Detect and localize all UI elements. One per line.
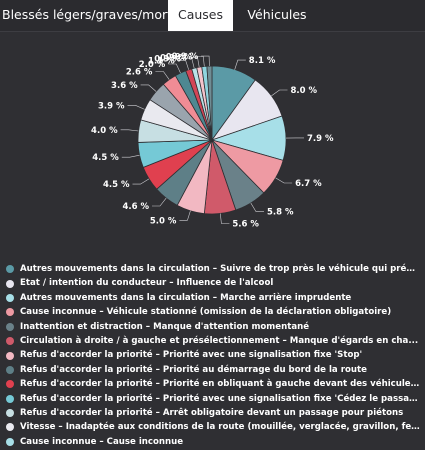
leader-line	[121, 154, 140, 158]
slice-label: 4.6 %	[122, 202, 149, 212]
slice-label: 0.9 %	[154, 55, 181, 65]
leader-line	[168, 63, 181, 74]
legend-dot-icon	[6, 293, 14, 302]
leader-line	[271, 89, 288, 97]
tab-injuries[interactable]: Blessés légers/graves/morts	[2, 7, 179, 22]
tab-vehicles[interactable]: Véhicules	[247, 7, 307, 22]
legend-dot-icon	[6, 423, 14, 432]
legend-label: Cause inconnue – Cause inconnue	[20, 436, 184, 447]
leader-line	[250, 202, 264, 212]
legend-item[interactable]: Circulation à droite / à gauche et présé…	[6, 334, 421, 348]
legend-label: Etat / intention du conducteur – Influen…	[20, 278, 274, 289]
legend-label: Refus d'accorder la priorité – Priorité …	[20, 364, 367, 375]
leader-line	[140, 84, 157, 92]
leader-line	[275, 177, 293, 184]
legend-item[interactable]: Refus d'accorder la priorité – Priorité …	[6, 348, 421, 362]
leader-line	[183, 58, 195, 69]
leader-line	[127, 105, 145, 110]
legend-item[interactable]: Vitesse – Inadaptée aux conditions de la…	[6, 420, 421, 434]
legend-item[interactable]: Cause inconnue – Véhicule stationné (omi…	[6, 305, 421, 319]
legend-dot-icon	[6, 409, 14, 418]
legend-dot-icon	[6, 308, 14, 317]
slice-label: 0.9 %	[166, 53, 193, 63]
leader-line	[234, 59, 246, 70]
leader-line	[179, 210, 191, 221]
legend-label: Inattention et distraction – Manque d'at…	[20, 321, 310, 332]
slice-label: 0.9 %	[160, 53, 187, 63]
legend-dot-icon	[6, 322, 14, 331]
legend-item[interactable]: Refus d'accorder la priorité – Priorité …	[6, 377, 421, 391]
leader-line	[120, 129, 139, 132]
legend-item[interactable]: Autres mouvements dans la circulation – …	[6, 262, 421, 276]
slice-label: 2.6 %	[126, 68, 153, 78]
tab-causes[interactable]: Causes	[168, 0, 233, 31]
legend-dot-icon	[6, 380, 14, 389]
legend-dot-icon	[6, 265, 14, 274]
legend-item[interactable]: Cause inconnue – Cause inconnue	[6, 435, 421, 449]
legend-item[interactable]: Autres mouvements dans la circulation – …	[6, 291, 421, 305]
slice-label: 5.0 %	[150, 216, 177, 226]
legend-label: Vitesse – Inadaptée aux conditions de la…	[20, 422, 420, 433]
leader-line	[132, 178, 150, 185]
leader-line	[189, 56, 200, 68]
legend-label: Refus d'accorder la priorité – Priorité …	[20, 350, 363, 361]
slice-label: 5.8 %	[267, 208, 294, 218]
legend-dot-icon	[6, 394, 14, 403]
slice-label: 3.6 %	[111, 81, 138, 91]
leader-line	[155, 71, 170, 80]
legend-dot-icon	[6, 365, 14, 374]
legend-item[interactable]: Refus d'accorder la priorité – Arrêt obl…	[6, 406, 421, 420]
slice-label: 6.7 %	[295, 179, 322, 189]
legend-dot-icon	[6, 351, 14, 360]
legend-dot-icon	[6, 337, 14, 346]
leader-line	[152, 197, 167, 207]
leader-line	[220, 213, 230, 224]
legend-dot-icon	[6, 437, 14, 446]
slice-label: 2.0 %	[139, 60, 166, 70]
legend-label: Circulation à droite / à gauche et présé…	[20, 335, 419, 346]
pie-slice[interactable]	[206, 65, 213, 141]
pie-chart: 8.1 % 8.0 % 7.9 % 6.7 % 5.8 % 5.6 % 5.0 %4.6 %…	[91, 52, 334, 230]
slice-label: 7.9 %	[307, 134, 334, 144]
legend-label: Refus d'accorder la priorité – Priorité …	[20, 393, 420, 404]
legend-item[interactable]: Refus d'accorder la priorité – Priorité …	[6, 392, 421, 406]
legend-label: Refus d'accorder la priorité – Priorité …	[20, 379, 420, 390]
legend-dot-icon	[6, 279, 14, 288]
tab-bar: Blessés légers/graves/morts Causes Véhic…	[0, 0, 425, 32]
slice-label: 4.0 %	[91, 126, 118, 136]
legend-label: Autres mouvements dans la circulation – …	[20, 264, 420, 274]
slice-label: 8.0 %	[291, 86, 318, 96]
slice-label: 8.1 %	[249, 56, 276, 66]
legend-label: Autres mouvements dans la circulation – …	[20, 292, 352, 303]
slice-label: 4.5 %	[92, 153, 119, 163]
slice-label: 3.9 %	[98, 101, 125, 111]
slice-label: 1.1 %	[148, 56, 175, 66]
slice-label: 5.6 %	[232, 220, 259, 230]
legend-label: Cause inconnue – Véhicule stationné (omi…	[20, 307, 392, 318]
legend-item[interactable]: Etat / intention du conducteur – Influen…	[6, 276, 421, 290]
leader-line	[201, 55, 210, 67]
chart-legend: Autres mouvements dans la circulation – …	[6, 262, 421, 449]
leader-line	[195, 56, 205, 67]
legend-label: Refus d'accorder la priorité – Arrêt obl…	[20, 407, 404, 418]
legend-item[interactable]: Inattention et distraction – Manque d'at…	[6, 320, 421, 334]
slice-label: 4.5 %	[103, 180, 130, 190]
leader-line	[177, 59, 189, 70]
legend-item[interactable]: Refus d'accorder la priorité – Priorité …	[6, 363, 421, 377]
slice-label: 0.9 %	[172, 52, 199, 62]
